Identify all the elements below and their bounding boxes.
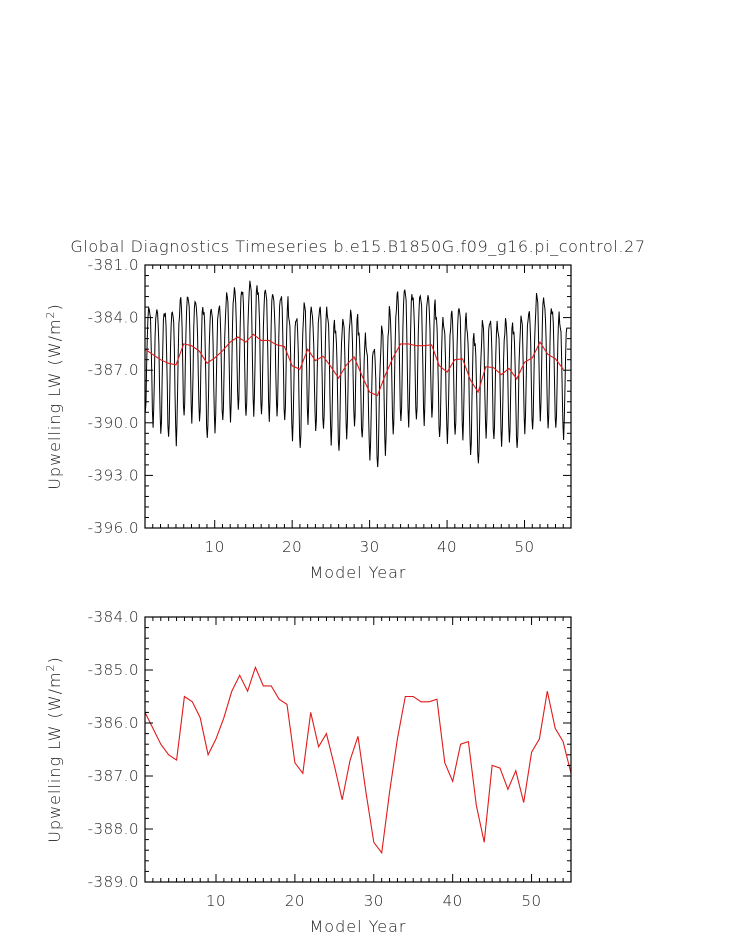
y-tick-label: -387.0 xyxy=(88,361,139,379)
x-tick-label: 40 xyxy=(443,892,463,910)
y-tick-label: -389.0 xyxy=(88,873,139,891)
y-tick-label: -384.0 xyxy=(88,608,139,626)
x-axis-label: Model Year xyxy=(310,563,407,582)
chart-title: Global Diagnostics Timeseries b.e15.B185… xyxy=(70,237,645,256)
plot-frame xyxy=(144,264,572,529)
y-axis-label: Upwelling LW (W/m2) xyxy=(44,656,64,843)
y-tick-label: -388.0 xyxy=(88,820,139,838)
x-tick-label: 20 xyxy=(285,892,305,910)
x-axis-label: Model Year xyxy=(310,917,407,936)
top-panel: 10 20 30 40 50 -381.0 -384.0 -387.0 -390.0 -393.0… xyxy=(44,256,572,582)
x-tick-label: 30 xyxy=(360,538,380,556)
y-tick-label: -381.0 xyxy=(88,256,139,274)
plot-frame xyxy=(144,616,572,883)
y-tick-label: -387.0 xyxy=(88,767,139,785)
x-tick-label: 10 xyxy=(205,538,225,556)
annual-mean-series-line xyxy=(145,665,571,855)
monthly-series-line xyxy=(145,280,568,468)
x-tick-label: 20 xyxy=(282,538,302,556)
y-tick-label: -384.0 xyxy=(88,309,139,327)
x-tick-label: 30 xyxy=(364,892,384,910)
y-tick-label: -386.0 xyxy=(88,714,139,732)
annual-mean-series-line xyxy=(145,333,564,397)
x-tick-label: 50 xyxy=(522,892,542,910)
y-axis-label: Upwelling LW (W/m2) xyxy=(44,303,64,490)
bottom-panel: 10 20 30 40 50 -384.0 -385.0 -386.0 -387.0 -388.0… xyxy=(44,608,572,936)
x-tick-label: 10 xyxy=(206,892,226,910)
x-tick-label: 50 xyxy=(514,538,534,556)
x-tick-label: 40 xyxy=(437,538,457,556)
y-tick-label: -390.0 xyxy=(88,414,139,432)
y-tick-label: -393.0 xyxy=(88,466,139,484)
y-tick-label: -396.0 xyxy=(88,519,139,537)
y-tick-label: -385.0 xyxy=(88,661,139,679)
